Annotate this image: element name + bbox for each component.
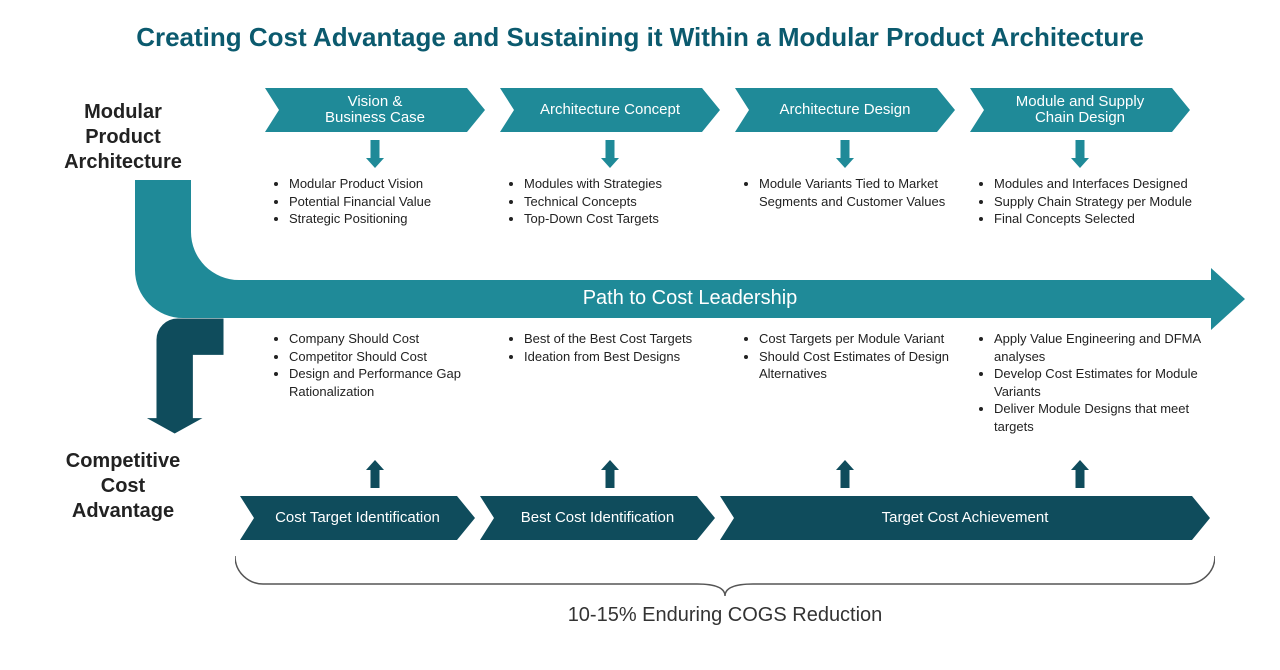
down-arrow-icon [836,140,854,168]
brace-icon [235,556,1215,598]
top-chevron-3: Module and SupplyChain Design [970,88,1190,132]
bottom-chevron-label-2: Target Cost Achievement [720,496,1210,540]
bullet-item: Competitor Should Cost [289,348,508,366]
bullet-item: Develop Cost Estimates for Module Varian… [994,365,1213,400]
bottom-bullet-col-1: Best of the Best Cost TargetsIdeation fr… [508,330,743,365]
side-label-top: Modular Product Architecture [48,100,198,175]
bullet-item: Should Cost Estimates of Design Alternat… [759,348,978,383]
bottom-chevron-label-1: Best Cost Identification [480,496,715,540]
top-chevron-label-0: Vision &Business Case [265,88,485,132]
top-chevron-1: Architecture Concept [500,88,720,132]
top-chevron-label-1: Architecture Concept [500,88,720,132]
up-arrow-icon [836,460,854,488]
top-chevron-label-2: Architecture Design [735,88,955,132]
bottom-bullet-col-0: Company Should CostCompetitor Should Cos… [273,330,508,400]
bullet-item: Design and Performance Gap Rationalizati… [289,365,508,400]
down-arrow-icon [366,140,384,168]
input-arrow-icon [145,316,215,436]
bottom-chevron-2: Target Cost Achievement [720,496,1210,540]
bullet-item: Best of the Best Cost Targets [524,330,743,348]
side-label-bottom: Competitive Cost Advantage [48,449,198,524]
top-chevron-label-3: Module and SupplyChain Design [970,88,1190,132]
down-arrow-icon [601,140,619,168]
top-chevron-0: Vision &Business Case [265,88,485,132]
down-arrow-icon [1071,140,1089,168]
bullet-item: Apply Value Engineering and DFMA analyse… [994,330,1213,365]
up-arrow-icon [601,460,619,488]
bottom-bullet-col-2: Cost Targets per Module VariantShould Co… [743,330,978,383]
up-arrow-icon [366,460,384,488]
bottom-chevron-1: Best Cost Identification [480,496,715,540]
up-arrow-icon [1071,460,1089,488]
bullet-item: Ideation from Best Designs [524,348,743,366]
bottom-bullet-col-3: Apply Value Engineering and DFMA analyse… [978,330,1213,435]
path-label: Path to Cost Leadership [135,287,1245,310]
bullet-item: Deliver Module Designs that meet targets [994,400,1213,435]
bullet-item: Company Should Cost [289,330,508,348]
brace-text: 10-15% Enduring COGS Reduction [235,604,1215,627]
bottom-chevron-0: Cost Target Identification [240,496,475,540]
bullet-item: Cost Targets per Module Variant [759,330,978,348]
bottom-chevron-label-0: Cost Target Identification [240,496,475,540]
page-title: Creating Cost Advantage and Sustaining i… [0,0,1280,53]
top-chevron-2: Architecture Design [735,88,955,132]
